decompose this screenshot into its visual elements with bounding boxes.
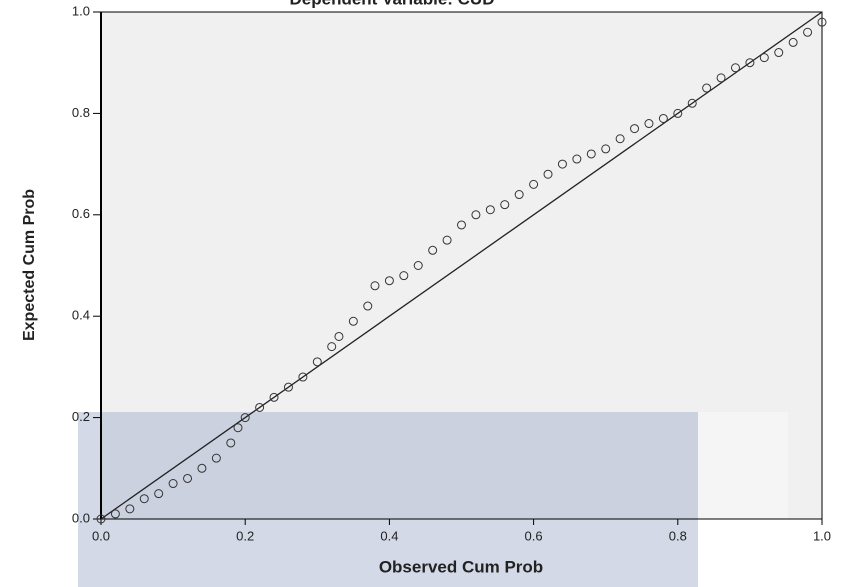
y-tick-label: 0.4 <box>72 308 90 323</box>
y-tick-label: 0.0 <box>72 510 90 525</box>
chart-title: Dependent Variable: CUD <box>290 0 495 8</box>
y-tick-label: 0.8 <box>72 105 90 120</box>
x-tick-label: 1.0 <box>813 528 831 543</box>
x-tick-label: 0.2 <box>236 528 254 543</box>
watermark <box>698 412 788 519</box>
x-tick-label: 0.6 <box>525 528 543 543</box>
y-axis-label: Expected Cum Prob <box>21 189 38 341</box>
x-axis-label: Observed Cum Prob <box>379 557 543 576</box>
y-tick-label: 0.2 <box>72 409 90 424</box>
chart: Dependent Variable: CUD Observed Cum Pro… <box>0 0 842 587</box>
x-tick-label: 0.4 <box>380 528 398 543</box>
x-tick-label: 0.0 <box>92 528 110 543</box>
y-tick-label: 0.6 <box>72 206 90 221</box>
y-tick-label: 1.0 <box>72 3 90 18</box>
page: Dependent Variable: CUD Observed Cum Pro… <box>0 0 842 587</box>
x-tick-label: 0.8 <box>669 528 687 543</box>
